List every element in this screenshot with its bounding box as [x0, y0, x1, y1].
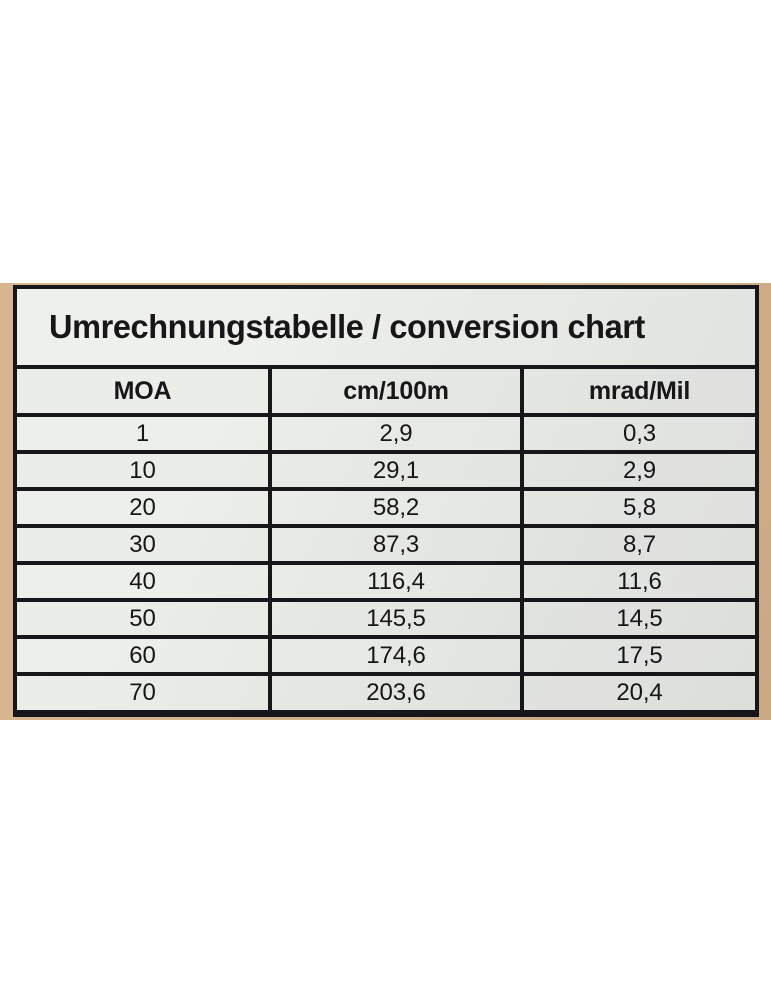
- cell-mrad: 20,4: [524, 676, 755, 710]
- cell-moa: 1: [17, 417, 272, 450]
- table-header-row: MOA cm/100m mrad/Mil: [17, 369, 755, 417]
- cell-cm: 29,1: [272, 454, 524, 487]
- table-row: 20 58,2 5,8: [17, 491, 755, 528]
- table-row: 70 203,6 20,4: [17, 676, 755, 713]
- cell-cm: 2,9: [272, 417, 524, 450]
- cell-mrad: 5,8: [524, 491, 755, 524]
- cell-moa: 40: [17, 565, 272, 598]
- cell-cm: 145,5: [272, 602, 524, 635]
- table-row: 50 145,5 14,5: [17, 602, 755, 639]
- cell-mrad: 14,5: [524, 602, 755, 635]
- cell-cm: 203,6: [272, 676, 524, 710]
- table-row: 30 87,3 8,7: [17, 528, 755, 565]
- cell-mrad: 8,7: [524, 528, 755, 561]
- cell-moa: 60: [17, 639, 272, 672]
- cell-mrad: 2,9: [524, 454, 755, 487]
- column-header-mrad-mil: mrad/Mil: [524, 369, 755, 413]
- table-row: 10 29,1 2,9: [17, 454, 755, 491]
- cell-cm: 174,6: [272, 639, 524, 672]
- cell-cm: 58,2: [272, 491, 524, 524]
- cell-mrad: 11,6: [524, 565, 755, 598]
- cell-cm: 87,3: [272, 528, 524, 561]
- cell-moa: 70: [17, 676, 272, 710]
- cell-moa: 50: [17, 602, 272, 635]
- table-row: 1 2,9 0,3: [17, 417, 755, 454]
- cell-cm: 116,4: [272, 565, 524, 598]
- cell-moa: 30: [17, 528, 272, 561]
- column-header-moa: MOA: [17, 369, 272, 413]
- conversion-table: Umrechnungstabelle / conversion chart MO…: [13, 285, 759, 717]
- cell-mrad: 0,3: [524, 417, 755, 450]
- cell-moa: 20: [17, 491, 272, 524]
- table-row: 40 116,4 11,6: [17, 565, 755, 602]
- conversion-chart-card: Umrechnungstabelle / conversion chart MO…: [0, 283, 771, 720]
- cell-moa: 10: [17, 454, 272, 487]
- column-header-cm-per-100m: cm/100m: [272, 369, 524, 413]
- cell-mrad: 17,5: [524, 639, 755, 672]
- table-title-row: Umrechnungstabelle / conversion chart: [17, 289, 755, 369]
- page-title: Umrechnungstabelle / conversion chart: [49, 308, 645, 345]
- table-row: 60 174,6 17,5: [17, 639, 755, 676]
